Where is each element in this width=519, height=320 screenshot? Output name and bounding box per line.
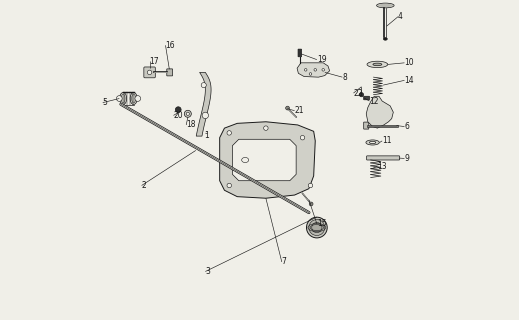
- Text: 10: 10: [404, 58, 414, 67]
- Polygon shape: [233, 139, 296, 181]
- Polygon shape: [366, 96, 393, 128]
- Ellipse shape: [378, 4, 392, 7]
- Ellipse shape: [370, 141, 376, 144]
- FancyBboxPatch shape: [298, 49, 302, 57]
- Ellipse shape: [384, 38, 387, 40]
- Text: 6: 6: [404, 122, 409, 131]
- Text: 19: 19: [317, 55, 326, 64]
- Circle shape: [322, 68, 324, 71]
- Ellipse shape: [132, 94, 135, 103]
- FancyBboxPatch shape: [366, 156, 400, 160]
- FancyBboxPatch shape: [144, 67, 155, 78]
- Ellipse shape: [366, 140, 379, 145]
- Ellipse shape: [121, 94, 125, 103]
- Text: 20: 20: [173, 111, 183, 120]
- Text: 14: 14: [404, 76, 414, 85]
- Circle shape: [201, 83, 206, 88]
- Ellipse shape: [120, 92, 127, 105]
- Circle shape: [308, 183, 313, 188]
- Ellipse shape: [309, 220, 325, 236]
- Ellipse shape: [377, 3, 394, 8]
- Polygon shape: [297, 63, 330, 77]
- Circle shape: [309, 73, 312, 75]
- Text: 4: 4: [398, 12, 403, 21]
- Circle shape: [285, 106, 290, 110]
- Text: 22: 22: [353, 89, 363, 98]
- Circle shape: [202, 112, 209, 119]
- Text: 11: 11: [382, 136, 392, 145]
- Text: 8: 8: [343, 73, 347, 82]
- Ellipse shape: [184, 110, 192, 117]
- Ellipse shape: [130, 92, 137, 105]
- Circle shape: [359, 92, 363, 97]
- FancyBboxPatch shape: [364, 122, 369, 129]
- FancyBboxPatch shape: [364, 96, 370, 100]
- Circle shape: [301, 135, 305, 140]
- FancyBboxPatch shape: [167, 69, 172, 76]
- Circle shape: [305, 68, 307, 71]
- Text: 9: 9: [404, 154, 409, 163]
- Ellipse shape: [312, 222, 322, 233]
- Circle shape: [147, 70, 152, 75]
- Ellipse shape: [242, 157, 249, 163]
- Text: 18: 18: [186, 120, 196, 130]
- Circle shape: [227, 183, 231, 188]
- Circle shape: [227, 131, 231, 135]
- Text: 16: 16: [166, 41, 175, 50]
- Circle shape: [309, 202, 313, 206]
- Circle shape: [135, 96, 141, 101]
- Ellipse shape: [373, 63, 382, 66]
- Ellipse shape: [367, 61, 388, 68]
- Circle shape: [314, 68, 317, 71]
- Text: 15: 15: [317, 219, 326, 228]
- Ellipse shape: [307, 217, 327, 238]
- Circle shape: [175, 107, 181, 113]
- Text: 1: 1: [204, 131, 209, 140]
- Text: 3: 3: [206, 267, 210, 276]
- Polygon shape: [220, 122, 315, 198]
- Text: 21: 21: [295, 106, 304, 115]
- Ellipse shape: [186, 112, 189, 116]
- Text: 2: 2: [142, 181, 146, 190]
- Polygon shape: [196, 72, 211, 136]
- Text: 5: 5: [103, 98, 107, 107]
- Text: 17: 17: [149, 57, 159, 66]
- Text: 13: 13: [377, 162, 387, 171]
- Text: 12: 12: [370, 97, 379, 106]
- Circle shape: [264, 126, 268, 130]
- Circle shape: [116, 96, 122, 101]
- Text: 7: 7: [282, 258, 286, 267]
